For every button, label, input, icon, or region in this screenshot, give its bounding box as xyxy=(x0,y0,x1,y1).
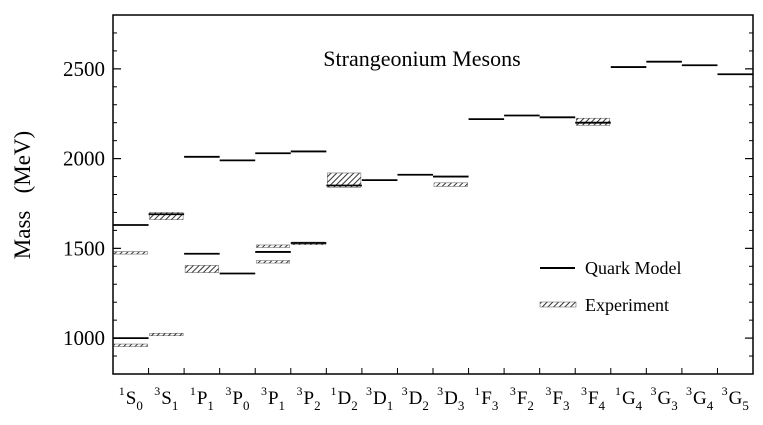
x-tick-label: 1F3 xyxy=(474,384,498,413)
legend-experiment-swatch xyxy=(539,301,577,308)
x-tick-label: 3G4 xyxy=(686,384,714,413)
chart-title: Strangeonium Mesons xyxy=(323,46,520,71)
x-axis: 1S0 3S1 1P1 3P0 3P1 3P2 1D2 3D1 3D2 3D3 1F3 3F2 3F3 3… xyxy=(112,368,754,413)
experiment-band xyxy=(184,265,219,273)
legend: Quark Model Experiment xyxy=(539,258,681,315)
x-tick-label: 3P1 xyxy=(261,384,285,413)
y-tick-label: 2500 xyxy=(63,57,105,81)
x-tick-label: 3G5 xyxy=(722,384,749,413)
chart-marks xyxy=(113,60,753,347)
x-tick-label: 3F3 xyxy=(545,384,569,413)
x-tick-label: 3F2 xyxy=(510,384,534,413)
experiment-band xyxy=(327,172,362,188)
experiment-band xyxy=(113,343,148,347)
experiment-band xyxy=(255,260,291,264)
x-tick-label: 3D1 xyxy=(366,384,393,413)
experiment-band xyxy=(113,251,148,255)
x-tick-label: 3P0 xyxy=(225,384,249,413)
y-axis: 1000 1500 2000 2500 xyxy=(63,32,753,357)
x-tick-label: 1D2 xyxy=(330,384,357,413)
x-tick-label: 3F4 xyxy=(581,384,606,413)
x-tick-label: 3S1 xyxy=(154,384,178,413)
experiment-band xyxy=(255,244,291,248)
x-tick-label: 3D2 xyxy=(402,384,429,413)
x-tick-label: 1P1 xyxy=(190,384,214,413)
experiment-band xyxy=(149,333,184,337)
y-tick-label: 1000 xyxy=(63,326,105,350)
x-tick-label: 3P2 xyxy=(297,384,321,413)
x-tick-label: 3D3 xyxy=(437,384,464,413)
x-tick-label: 3G3 xyxy=(650,384,677,413)
experiment-band xyxy=(149,212,184,220)
experiment-band xyxy=(433,182,468,187)
legend-experiment-label: Experiment xyxy=(585,295,669,315)
x-tick-label: 1S0 xyxy=(119,384,143,413)
y-axis-label: Mass (MeV) xyxy=(10,131,35,259)
x-tick-label: 1G4 xyxy=(615,384,643,413)
legend-quark-model-label: Quark Model xyxy=(585,258,681,278)
y-tick-label: 1500 xyxy=(63,236,105,260)
y-tick-label: 2000 xyxy=(63,147,105,171)
